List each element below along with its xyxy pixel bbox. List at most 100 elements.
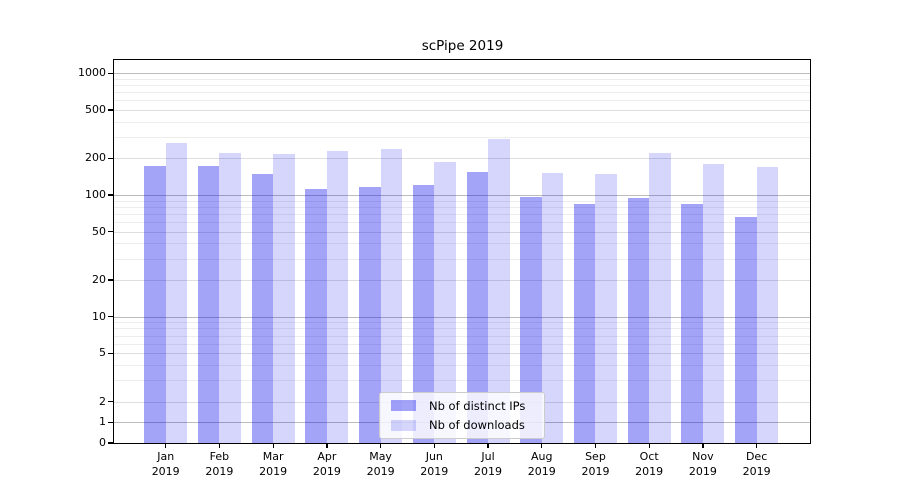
y-tick-mark	[108, 316, 113, 318]
gridline-y-1000	[114, 73, 810, 75]
y-tick-label: 2	[99, 394, 106, 408]
legend-label: Nb of downloads	[429, 418, 525, 433]
bar-downloads-dec	[756, 166, 779, 443]
gridline-y-30	[114, 258, 810, 260]
x-tick-label-line: Oct	[639, 450, 659, 463]
gridline-y-500	[114, 109, 810, 111]
gridline-y-4	[114, 365, 810, 367]
gridline-y-40	[114, 243, 810, 245]
y-tick-label: 200	[85, 151, 106, 165]
x-tick-label-line: Jun	[425, 450, 443, 463]
x-tick-mark	[702, 443, 704, 448]
x-tick-mark	[541, 443, 543, 448]
bar-downloads-apr	[326, 150, 349, 443]
bar-distinct-ips-oct	[627, 198, 650, 443]
x-tick-label-line: 2019	[312, 464, 341, 478]
x-tick-mark	[433, 443, 435, 448]
x-tick-label-nov: Nov 2019	[675, 450, 731, 479]
bar-downloads-may	[380, 149, 403, 443]
x-tick-label-line: 2019	[259, 464, 288, 478]
plot-area	[113, 59, 811, 444]
chart-title: scPipe 2019	[421, 38, 504, 54]
gridline-y-20	[114, 280, 810, 282]
gridline-y-6	[114, 343, 810, 345]
y-tick-label: 5	[99, 346, 106, 360]
y-tick-mark	[108, 194, 113, 196]
gridline-y-70	[114, 213, 810, 215]
bar-distinct-ips-jul	[466, 172, 489, 443]
bar-downloads-sep	[595, 173, 617, 443]
x-tick-mark	[648, 443, 650, 448]
x-tick-label-jun: Jun 2019	[406, 450, 462, 479]
x-tick-label-line: Dec	[745, 450, 768, 463]
bar-downloads-jan	[165, 143, 188, 443]
legend-row: Nb of downloads	[386, 418, 538, 432]
x-tick-mark	[326, 443, 328, 448]
legend-row: Nb of distinct IPs	[386, 399, 538, 413]
bar-downloads-jul	[488, 138, 510, 443]
x-tick-label-sep: Sep 2019	[567, 450, 623, 479]
gridline-y-5	[114, 353, 810, 355]
y-tick-label: 100	[85, 188, 106, 201]
y-tick-mark	[108, 231, 113, 233]
gridline-y-700	[114, 92, 810, 94]
x-tick-mark	[379, 443, 382, 448]
y-tick-label: 10	[92, 309, 106, 323]
x-tick-label-line: 2019	[151, 464, 180, 478]
bar-distinct-ips-aug	[520, 196, 542, 443]
bar-downloads-nov	[702, 163, 725, 443]
legend: Nb of distinct IPs Nb of downloads	[379, 392, 545, 439]
y-tick-label: 1	[99, 415, 106, 429]
x-tick-label-line: 2019	[635, 464, 664, 478]
x-tick-label-line: Jan	[157, 450, 175, 463]
x-tick-label-line: 2019	[527, 464, 556, 478]
gridline-y-100	[114, 195, 810, 196]
x-tick-label-line: Nov	[692, 450, 714, 463]
gridline-y-400	[114, 121, 810, 123]
x-tick-label-line: 2019	[205, 464, 234, 478]
bar-distinct-ips-jan	[144, 166, 166, 443]
x-tick-label-apr: Apr 2019	[299, 450, 355, 479]
gridline-y-80	[114, 206, 810, 208]
y-tick-mark	[108, 352, 113, 355]
y-tick-mark	[108, 401, 113, 403]
bar-distinct-ips-mar	[251, 173, 274, 443]
x-tick-label-line: Mar	[262, 450, 284, 463]
gridline-y-90	[114, 200, 810, 202]
gridline-y-800	[114, 85, 810, 87]
x-tick-label-line: Apr	[317, 450, 337, 463]
x-tick-label-line: May	[369, 450, 392, 463]
y-tick-label: 500	[85, 102, 106, 116]
gridline-y-600	[114, 100, 810, 102]
x-tick-mark	[756, 443, 758, 448]
gridline-y-10	[114, 316, 810, 318]
bar-distinct-ips-jun	[412, 184, 435, 443]
x-tick-mark	[594, 443, 597, 448]
gridline-y-50	[114, 231, 810, 233]
bar-downloads-feb	[219, 152, 241, 443]
legend-swatch-icon	[391, 419, 416, 431]
bar-downloads-oct	[649, 153, 671, 443]
x-tick-label-line: 2019	[366, 464, 395, 478]
gridline-y-7	[114, 335, 810, 337]
bar-distinct-ips-feb	[197, 166, 220, 443]
bar-distinct-ips-dec	[735, 216, 757, 443]
y-tick-mark	[108, 157, 113, 160]
gridline-y-200	[114, 158, 810, 160]
bar-downloads-mar	[273, 153, 295, 443]
legend-swatch-icon	[391, 400, 416, 412]
bar-distinct-ips-sep	[573, 204, 596, 443]
legend-label: Nb of distinct IPs	[429, 398, 526, 413]
y-tick-mark	[108, 109, 113, 111]
x-tick-label-line: 2019	[474, 464, 503, 478]
bar-distinct-ips-may	[359, 187, 381, 443]
bar-distinct-ips-nov	[681, 204, 703, 443]
y-tick-label: 1000	[78, 66, 106, 80]
gridline-y-9	[114, 322, 810, 324]
x-tick-label-line: Feb	[209, 450, 230, 463]
gridline-y-300	[114, 136, 810, 138]
y-tick-mark	[108, 72, 113, 74]
y-tick-label: 0	[99, 436, 106, 449]
x-tick-mark	[272, 443, 274, 448]
